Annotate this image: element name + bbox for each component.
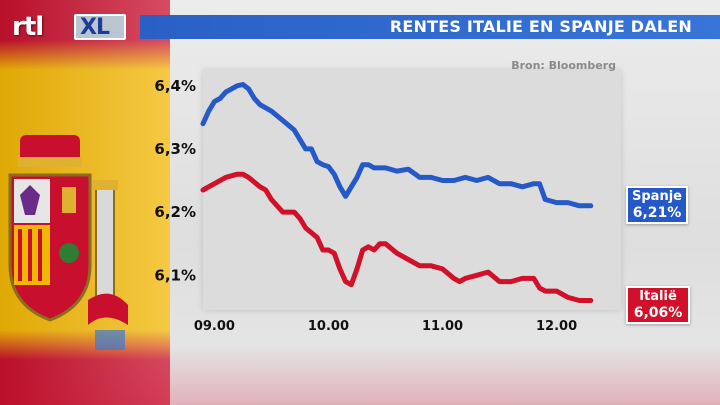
- series-line-itali: [200, 171, 594, 303]
- x-tick-label: 12.00: [536, 319, 577, 334]
- y-tick-label: 6,2%: [154, 203, 196, 221]
- x-axis-ticks: 09.00 10.00 11.00 12.00: [194, 319, 577, 334]
- y-axis-ticks: 6,4% 6,3% 6,2% 6,1%: [154, 77, 196, 284]
- logo-xl-text: XL: [80, 15, 110, 40]
- rtl-xl-logo: rtl XL: [12, 12, 126, 42]
- spanje-end-label: Spanje 6,21%: [626, 186, 688, 224]
- coat-of-arms-icon: [8, 135, 128, 350]
- chart-title: RENTES ITALIE EN SPANJE DALEN: [389, 17, 692, 36]
- title-bar: RENTES ITALIE EN SPANJE DALEN: [140, 15, 720, 39]
- logo-brand: rtl: [12, 12, 44, 42]
- logo-xl-box: XL: [74, 14, 126, 40]
- y-tick-label: 6,4%: [154, 77, 196, 95]
- source-label: Bron: Bloomberg: [511, 59, 616, 72]
- series-line-spanje: [200, 82, 594, 209]
- italie-end-label: Italië 6,06%: [626, 286, 690, 324]
- y-tick-label: 6,1%: [154, 266, 196, 284]
- red-bottom-gradient: [0, 345, 720, 405]
- spanje-label-value: 6,21%: [632, 205, 682, 221]
- spanje-label-name: Spanje: [632, 189, 682, 204]
- italie-label-value: 6,06%: [633, 305, 683, 321]
- x-tick-label: 11.00: [422, 319, 463, 334]
- x-tick-label: 10.00: [308, 319, 349, 334]
- y-tick-label: 6,3%: [154, 140, 196, 158]
- x-tick-label: 09.00: [194, 319, 235, 334]
- italie-label-name: Italië: [639, 289, 677, 304]
- series-lines: [200, 82, 594, 303]
